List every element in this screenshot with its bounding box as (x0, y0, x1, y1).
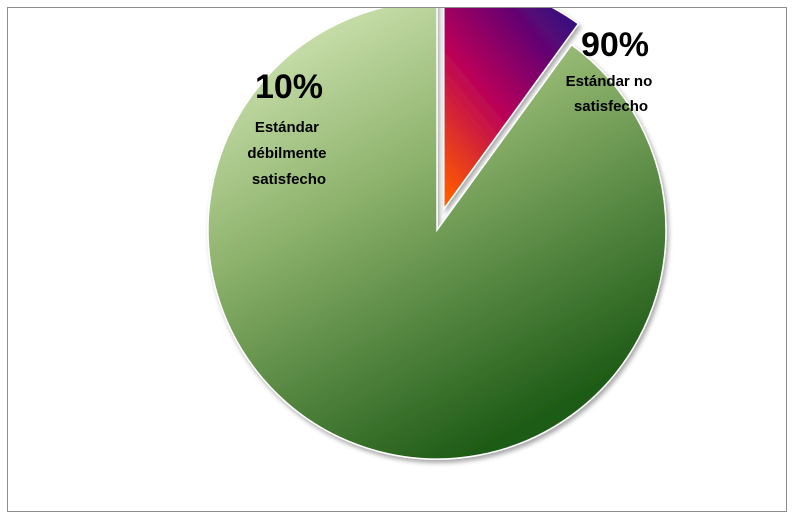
pie-chart: 10% Estándar débilmente satisfecho 90% E… (207, 8, 667, 460)
pie-slices (207, 8, 667, 460)
pie-slice-purple (443, 8, 580, 212)
pie-slice-green (207, 8, 667, 460)
category-label-green-line-2: débilmente (247, 145, 326, 162)
pct-label-purple: 90% (581, 26, 649, 64)
category-label-purple-line-2: satisfecho (574, 98, 648, 115)
category-label-green: Estándar débilmente satisfecho (247, 119, 330, 188)
category-label-green-line-1: Estándar (255, 119, 319, 136)
chart-frame: 10% Estándar débilmente satisfecho 90% E… (7, 7, 787, 512)
category-label-green-line-3: satisfecho (252, 171, 326, 188)
category-label-purple: Estándar no satisfecho (566, 73, 657, 115)
pct-label-green: 10% (255, 68, 323, 106)
category-label-purple-line-1: Estándar no (566, 73, 653, 90)
